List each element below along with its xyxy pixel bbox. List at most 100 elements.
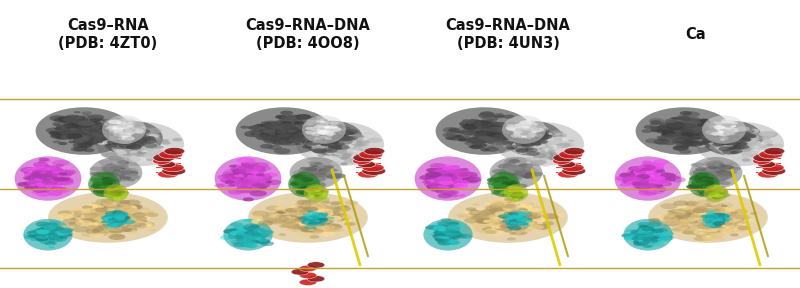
Circle shape [514,137,525,141]
Circle shape [442,167,454,171]
Circle shape [526,141,533,144]
Circle shape [534,143,542,145]
Circle shape [138,145,152,151]
Circle shape [119,139,130,143]
Circle shape [34,178,48,183]
Circle shape [725,146,741,152]
Circle shape [718,129,729,133]
Circle shape [104,215,115,219]
Circle shape [313,225,322,228]
Circle shape [515,225,528,229]
Circle shape [699,130,710,134]
Circle shape [302,220,311,223]
Circle shape [747,133,758,137]
Circle shape [101,221,107,223]
Circle shape [719,208,737,214]
Circle shape [343,151,350,153]
Circle shape [64,125,80,130]
Circle shape [492,202,505,206]
Circle shape [109,219,118,223]
Circle shape [36,183,50,187]
Circle shape [326,217,334,219]
Circle shape [533,135,542,138]
Circle shape [502,217,509,219]
Circle shape [733,139,744,143]
Circle shape [691,120,706,125]
Circle shape [500,172,512,176]
Circle shape [303,204,318,210]
Circle shape [772,144,784,148]
Circle shape [426,184,441,190]
Circle shape [634,236,642,238]
Circle shape [316,130,324,133]
Circle shape [243,176,259,182]
Circle shape [696,234,702,237]
Circle shape [448,224,462,229]
Circle shape [638,238,646,240]
Circle shape [36,178,46,181]
Circle shape [443,181,450,184]
Circle shape [735,140,750,145]
Circle shape [650,126,656,129]
Circle shape [129,132,139,137]
Circle shape [73,139,90,145]
Circle shape [436,231,444,233]
Circle shape [322,226,338,232]
Circle shape [102,181,110,184]
Circle shape [713,213,725,217]
Circle shape [253,166,262,170]
Circle shape [686,184,699,189]
Circle shape [122,219,135,224]
Circle shape [716,167,725,170]
Circle shape [24,172,40,178]
Circle shape [119,139,132,144]
Circle shape [694,183,708,188]
Circle shape [745,147,762,153]
Circle shape [705,224,712,226]
Circle shape [534,127,546,132]
Circle shape [714,134,730,140]
Circle shape [117,174,125,177]
Circle shape [106,191,117,195]
Circle shape [527,151,534,154]
Circle shape [316,134,333,140]
Circle shape [551,137,568,143]
Circle shape [514,211,529,217]
Circle shape [495,177,502,180]
Circle shape [306,140,320,146]
Circle shape [113,211,129,216]
Circle shape [475,126,482,128]
Circle shape [322,123,328,126]
Circle shape [638,190,654,196]
Circle shape [519,137,524,139]
Circle shape [318,175,326,178]
Circle shape [758,150,770,154]
Circle shape [292,207,302,211]
Circle shape [244,182,252,185]
Circle shape [295,185,301,187]
Circle shape [303,222,312,225]
Circle shape [723,225,736,230]
Circle shape [640,175,654,180]
Circle shape [118,137,125,140]
Circle shape [44,223,58,228]
Circle shape [315,190,321,192]
Circle shape [330,201,342,205]
Circle shape [286,134,293,137]
Circle shape [214,184,225,187]
Circle shape [452,173,462,177]
Circle shape [510,190,516,192]
Circle shape [154,155,162,158]
Circle shape [42,159,51,163]
Circle shape [123,173,134,177]
Circle shape [314,173,326,178]
Circle shape [53,224,63,228]
Circle shape [278,132,287,135]
Circle shape [103,194,111,197]
Circle shape [113,217,120,219]
Circle shape [70,132,84,137]
Circle shape [554,136,562,138]
Circle shape [113,216,125,221]
Circle shape [300,171,309,175]
Circle shape [307,211,319,215]
